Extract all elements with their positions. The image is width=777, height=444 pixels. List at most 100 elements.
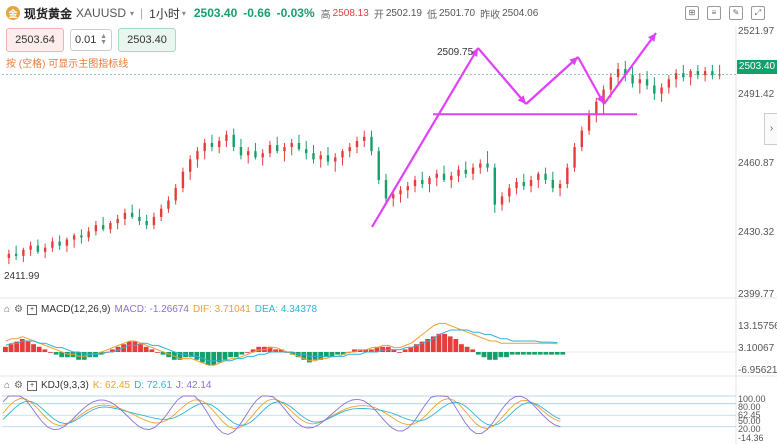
sell-button[interactable]: 2503.64 [6,28,64,52]
timeframe-dropdown-icon[interactable]: ▾ [181,8,186,18]
macd-axis-label: 13.15756 [738,321,777,332]
macd-histogram-bar [19,339,25,352]
settings-icon[interactable]: ≡ [707,6,721,20]
macd-histogram-bar [290,352,295,355]
candle-body [667,79,671,88]
macd-histogram-bar [402,349,408,352]
macd-histogram-bar [526,352,532,355]
macd-histogram-bar [459,344,464,352]
candle-body [181,171,185,189]
prev-close-value: 2504.06 [502,7,539,19]
candle-body [631,75,634,84]
kdj-title-bar: ⌂ ⚙ + KDJ(9,3,3) K: 62.45 D: 72.61 J: 42… [4,380,211,391]
macd-histogram-bar [453,339,459,352]
candle-body [421,179,424,185]
hide-indicator-icon[interactable]: ⌂ [4,380,11,391]
indicator-hint: 按 (空格) 可显示主图指标线 [6,59,129,70]
j-value: J: 42.14 [175,380,212,391]
fullscreen-icon[interactable]: ⤢ [751,6,765,20]
macd-histogram-bar [143,346,149,352]
candle-body [225,134,228,141]
low-label: 低 [426,9,437,21]
macd-histogram-bar [98,352,104,355]
macd-histogram-bar [397,352,402,353]
candle-body [529,179,533,187]
candle-body [348,147,351,152]
macd-histogram-bar [509,352,515,355]
instrument-name[interactable]: 现货黄金 [24,6,73,21]
candle-body [341,151,344,158]
candle-body [188,159,192,172]
dif-line [5,322,558,366]
macd-histogram-bar [487,352,493,360]
candle-body [232,134,235,148]
candle-body [145,221,148,226]
candle-body [22,249,25,256]
buy-button[interactable]: 2503.40 [118,28,176,52]
macd-histogram-bar [166,352,172,358]
macd-histogram-bar [14,341,20,352]
candle-body [616,69,620,78]
instrument-dropdown-icon[interactable]: ▾ [130,8,135,18]
timeframe-select[interactable]: 1小时 [149,6,180,21]
hide-indicator-icon[interactable]: ⌂ [4,304,11,315]
dea-line [5,329,558,362]
macd-histogram-bar [419,341,425,352]
candle-body [515,181,518,189]
candle-body [130,212,134,217]
price-axis-label: 2491.42 [738,89,775,100]
trend-arrow [603,32,657,105]
candle-body [167,200,170,209]
candle-body [682,73,685,78]
macd-histogram-bar [3,346,8,352]
expand-panel-icon[interactable]: › [764,113,777,145]
macd-histogram-bar [267,346,273,352]
candle-body [544,173,547,180]
candle-body [58,241,61,246]
instrument-code[interactable]: XAUUSD [76,6,127,20]
macd-histogram-bar [138,344,143,352]
candle-body [36,245,40,252]
macd-title-bar: ⌂ ⚙ + MACD(12,26,9) MACD: -1.26674 DIF: … [4,304,317,315]
candle-body [247,151,250,156]
candle-body [537,173,540,180]
macd-histogram-bar [42,349,48,352]
macd-histogram-bar [149,349,155,352]
candle-body [406,186,409,191]
macd-histogram-bar [464,346,470,352]
macd-axis-label: 3.10067 [738,343,775,354]
trend-arrow [371,47,479,228]
macd-histogram-bar [549,352,554,355]
macd-histogram-bar [363,349,369,352]
indicator-settings-icon[interactable]: ⚙ [14,304,24,315]
indicator-settings-icon[interactable]: ⚙ [14,380,24,391]
candle-body [80,235,83,238]
macd-histogram-bar [188,352,194,358]
low-value: 2501.70 [438,7,476,19]
indicator-icon[interactable]: ⊞ [685,6,699,20]
candle-body [283,147,286,152]
candle-body [595,101,598,115]
macd-histogram-bar [239,352,245,355]
candle-body [711,71,714,76]
expand-indicator-icon[interactable]: + [27,304,38,315]
quantity-value: 0.01 [75,34,97,46]
drawing-icon[interactable]: ✎ [729,6,743,20]
candle-body [334,157,337,162]
candle-body [370,136,373,152]
macd-histogram-bar [492,352,498,360]
macd-histogram-bar [430,336,436,352]
macd-histogram-bar [340,352,346,355]
expand-indicator-icon[interactable]: + [27,380,38,391]
candle-body [268,145,272,154]
stepper-arrows-icon[interactable]: ▲ ▼ [100,33,107,46]
candle-body [29,245,32,250]
macd-histogram-bar [64,352,70,358]
arrow-head [648,33,656,42]
candle-body [305,149,308,154]
quantity-stepper[interactable]: 0.01 ▲ ▼ [70,29,112,51]
price-axis-label: 2521.97 [738,26,775,37]
kdj-axis-label: 20.00 [738,424,761,434]
macd-histogram-bar [155,352,160,353]
